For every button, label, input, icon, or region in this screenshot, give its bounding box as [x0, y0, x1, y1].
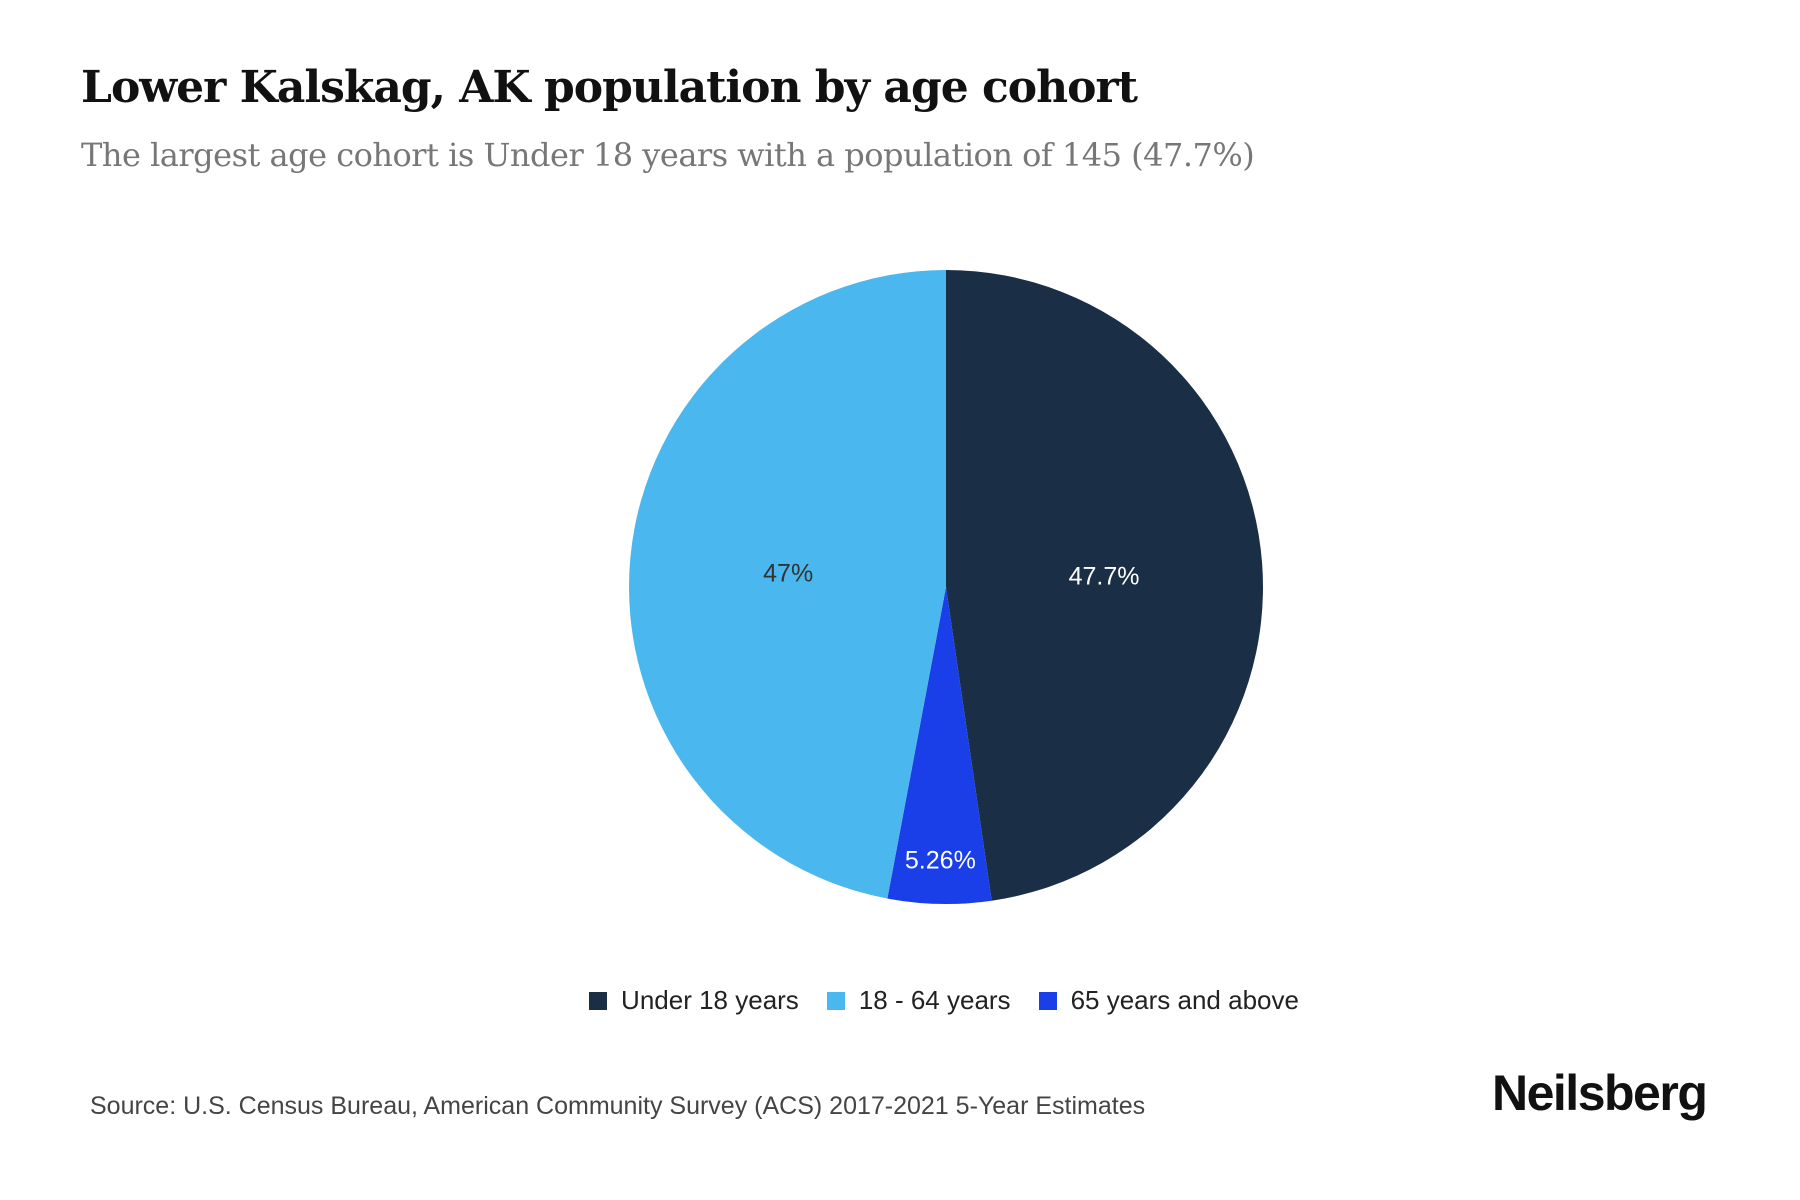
legend-label: 18 - 64 years	[858, 985, 1011, 1015]
legend: Under 18 years 18 - 64 years 65 years an…	[0, 985, 1800, 1016]
legend-label: 65 years and above	[1070, 985, 1299, 1015]
source-note: Source: U.S. Census Bureau, American Com…	[90, 1092, 1146, 1120]
data-label: 47.7%	[1069, 563, 1140, 591]
legend-label: Under 18 years	[621, 985, 799, 1015]
legend-swatch	[1038, 991, 1057, 1010]
legend-swatch	[589, 991, 608, 1010]
legend-swatch	[826, 991, 845, 1010]
chart-title: Lower Kalskag, AK population by age coho…	[81, 62, 1138, 113]
neilsberg-logo: Neilsberg	[1492, 1065, 1708, 1121]
chart-subtitle: The largest age cohort is Under 18 years…	[81, 136, 1255, 174]
pie-slice-under-18-years	[946, 270, 1263, 901]
pie-slice-18-64-years	[629, 270, 946, 899]
legend-item-under-18: Under 18 years	[589, 985, 799, 1016]
data-label: 5.26%	[905, 847, 976, 875]
pie-slice-65-years-and-above	[887, 587, 992, 905]
legend-item-18-64: 18 - 64 years	[826, 985, 1011, 1016]
data-label: 47%	[763, 559, 813, 587]
legend-item-65-plus: 65 years and above	[1038, 985, 1299, 1016]
